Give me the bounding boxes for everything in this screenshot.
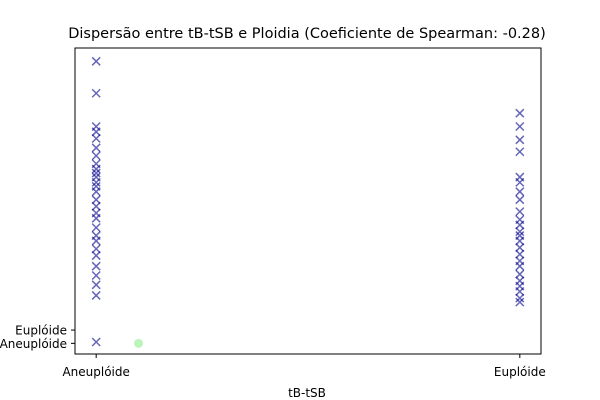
series-0-point-17 <box>91 213 101 223</box>
plot-area <box>74 47 542 355</box>
series-0-point-4 <box>91 133 101 144</box>
series-0-point-3 <box>91 127 101 137</box>
series-0-point-48 <box>515 293 525 303</box>
series-0-point-39 <box>515 236 525 246</box>
series-0-point-1 <box>91 88 101 98</box>
series-0-point-9 <box>91 168 101 178</box>
series-0-point-29 <box>515 147 525 157</box>
series-0-point-25 <box>91 280 101 290</box>
series-0-point-27 <box>91 337 101 347</box>
series-0-point-15 <box>91 201 101 211</box>
series-0-point-20 <box>91 236 101 246</box>
y-tick-label-1: Euplóide <box>15 324 67 338</box>
series-0-point-40 <box>515 243 525 253</box>
series-0-point-51 <box>515 121 525 132</box>
y-tick-label-0: Aneuplóide <box>0 337 67 351</box>
series-0-point-44 <box>515 269 525 279</box>
chart-title: Dispersão entre tB-tSB e Ploidia (Coefic… <box>68 26 546 42</box>
series-0-point-28 <box>515 135 525 145</box>
x-axis: Aneuplóide Euplóide <box>62 354 546 379</box>
series-0-point-11 <box>91 177 101 187</box>
series-0-point-14 <box>91 195 101 205</box>
series-0-point-34 <box>515 207 525 217</box>
series-0-point-41 <box>515 249 525 259</box>
series-0-point-50 <box>515 108 525 118</box>
series-0-point-26 <box>91 290 101 300</box>
series-0-point-18 <box>91 223 101 233</box>
series-0-point-31 <box>515 177 525 187</box>
series-1-point-0 <box>134 338 144 348</box>
series-0-point-23 <box>91 261 101 271</box>
series-0-point-47 <box>515 286 525 297</box>
points-layer <box>91 56 525 348</box>
x-tick-label-1: Euplóide <box>494 365 546 379</box>
series-0-point-32 <box>515 187 525 197</box>
series-0-point-21 <box>91 244 101 254</box>
series-0-point-33 <box>515 195 525 205</box>
series-0-point-6 <box>91 151 101 161</box>
series-0-point-5 <box>91 143 101 153</box>
series-0-point-43 <box>515 261 525 271</box>
series-0-point-37 <box>515 227 525 237</box>
x-axis-title: tB-tSB <box>288 386 326 400</box>
series-0-point-8 <box>91 164 101 174</box>
series-0-point-0 <box>91 56 101 66</box>
series-0-point-13 <box>91 187 101 197</box>
x-tick-label-0: Aneuplóide <box>62 365 129 379</box>
series-0-point-24 <box>91 270 101 281</box>
series-0-point-36 <box>515 220 525 230</box>
series-0-point-22 <box>91 251 101 261</box>
series-0-point-49 <box>515 297 525 307</box>
